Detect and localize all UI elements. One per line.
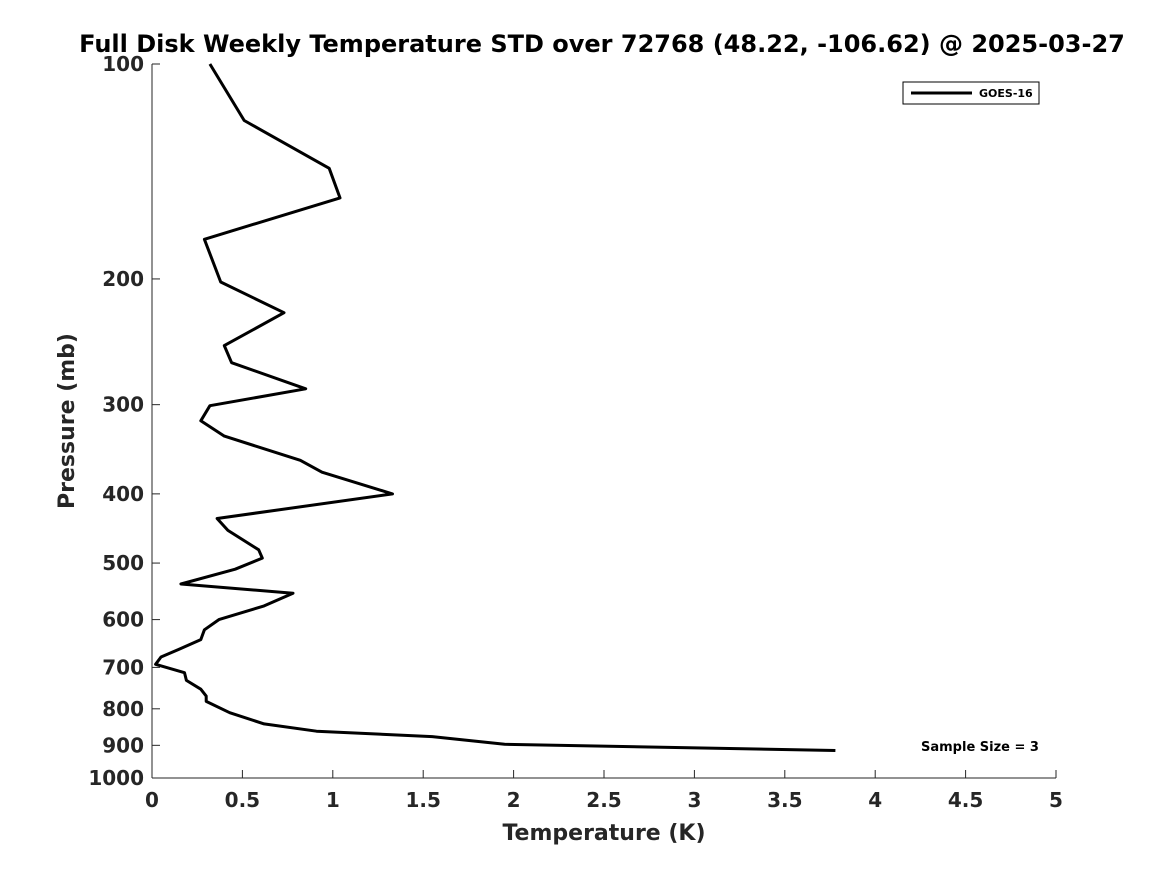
x-tick-label: 2.5 [586, 788, 621, 812]
legend: GOES-16 [902, 81, 1040, 105]
y-tick-label: 400 [102, 482, 144, 506]
series-line-goes-16 [154, 63, 836, 752]
y-axis-label: Pressure (mb) [55, 333, 80, 509]
y-tick-label: 500 [102, 551, 144, 575]
y-tick-label: 900 [102, 733, 144, 757]
x-tick-label: 3 [687, 788, 701, 812]
y-tick-label: 1000 [88, 766, 144, 790]
x-tick-label: 0.5 [225, 788, 260, 812]
x-axis-ticks: 0 0.5 1 1.5 2 2.5 3 3.5 4 4.5 5 [145, 770, 1063, 812]
y-tick-label: 300 [102, 393, 144, 417]
legend-entry-goes-16: GOES-16 [979, 87, 1033, 100]
y-tick-label: 700 [102, 655, 144, 679]
y-tick-label: 600 [102, 608, 144, 632]
x-tick-label: 5 [1049, 788, 1063, 812]
sample-size-annotation: Sample Size = 3 [921, 740, 1039, 755]
x-tick-label: 2 [507, 788, 521, 812]
x-tick-label: 3.5 [767, 788, 802, 812]
x-tick-label: 4.5 [948, 788, 983, 812]
x-tick-label: 4 [868, 788, 882, 812]
x-tick-label: 1.5 [405, 788, 440, 812]
y-tick-label: 200 [102, 267, 144, 291]
x-tick-label: 0 [145, 788, 159, 812]
y-tick-label: 100 [102, 52, 144, 76]
plot-area [152, 64, 1056, 778]
y-tick-label: 800 [102, 697, 144, 721]
x-axis-label: Temperature (K) [502, 821, 705, 846]
x-tick-label: 1 [326, 788, 340, 812]
y-axis-ticks: 100 200 300 400 500 600 700 800 900 1000 [88, 52, 160, 790]
series-layer [154, 63, 836, 752]
chart-title: Full Disk Weekly Temperature STD over 72… [79, 30, 1125, 58]
